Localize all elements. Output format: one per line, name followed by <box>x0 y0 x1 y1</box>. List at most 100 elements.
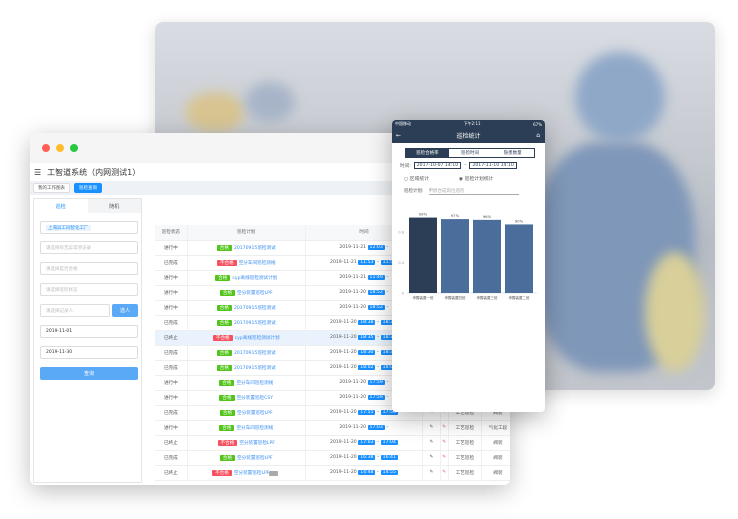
plan-link[interactable]: 20170915巡检测试 <box>233 305 276 311</box>
date: 2019-11-20 <box>339 380 367 385</box>
start-time: 17:59 <box>367 395 385 400</box>
date-to-field[interactable]: 2017-11-10 14:10 <box>469 162 517 169</box>
seg-hazards[interactable]: 隐患数量 <box>503 151 522 156</box>
table-row[interactable]: 已终止 不合格 空分装置巡检LPF 2019-11-20 14:48 – 14:5… <box>155 465 510 481</box>
start-time: 17:03 <box>358 440 376 445</box>
table-row[interactable]: 进行中 合格 空分车间巡检测线 2019-11-20 17:03 – ✎ ✎ 工艺… <box>155 420 510 436</box>
end-time: 18:31 <box>380 350 398 355</box>
start-time: 11:53 <box>358 260 376 265</box>
maximize-dot[interactable] <box>70 144 78 152</box>
seg-pass-rate[interactable]: 巡检合格率 <box>406 149 449 157</box>
x-tick-label: 甲醇装置一班 <box>413 295 434 300</box>
plan-link[interactable]: 空分车间巡检测线 <box>236 425 274 431</box>
status-cell: 已完成 <box>155 360 188 376</box>
date: 2019-11-21 <box>330 260 357 265</box>
result-badge: 合格 <box>216 319 232 326</box>
abnormal-select[interactable]: 请选择有无异常项记录 <box>40 241 138 254</box>
area-cell: 阀装 <box>481 465 510 481</box>
plan-link[interactable]: 空分装置巡检LPF <box>237 290 273 296</box>
plan-input[interactable]: 甲醇合成岗位巡检 <box>428 188 519 195</box>
seg-time[interactable]: 巡检时间 <box>461 151 479 156</box>
date: 2019-11-20 <box>339 305 367 310</box>
battery: 67% <box>533 121 542 127</box>
phone-title: 巡检统计 <box>456 133 481 140</box>
plan-link[interactable]: 20170915巡检测试 <box>233 320 276 326</box>
data-label: 96% <box>483 214 492 219</box>
clock: 下午2:11 <box>463 121 481 126</box>
recorder-input[interactable]: 请选择记录人 <box>40 304 110 317</box>
plan-link[interactable]: cyp离线巡检测试计划 <box>232 275 278 281</box>
date-to[interactable]: 2019-11-30 <box>40 346 138 359</box>
status-cell: 已终止 <box>155 465 188 481</box>
start-time: 17:59 <box>367 380 385 385</box>
plan-link[interactable]: 空分装置巡检LPF <box>239 440 275 446</box>
back-arrow-icon[interactable]: ← <box>396 132 402 139</box>
start-time: 18:52 <box>367 305 385 310</box>
y-tick-label: 0.8 <box>398 231 404 235</box>
plan-link[interactable]: cyp离线巡检测试计划 <box>234 335 280 341</box>
plan-link[interactable]: 空分装置巡检CSY <box>236 395 274 401</box>
end-time: 16:41 <box>380 455 398 460</box>
plan-link[interactable]: 空分车间巡检测线 <box>238 260 276 266</box>
tab-work-chart[interactable]: 我的工作图表 <box>33 183 70 193</box>
status-cell: 已完成 <box>155 255 188 271</box>
radio-area[interactable]: ○ 区域统计 <box>404 177 429 182</box>
date-from[interactable]: 2019-11-01 <box>40 325 138 338</box>
area-cell: 阀装 <box>481 435 510 451</box>
select-person-button[interactable]: 选人 <box>112 304 138 317</box>
x-tick-label: 甲醇装置四班 <box>445 295 466 300</box>
plan-link[interactable]: 空分装置巡检LPF <box>233 470 270 476</box>
date: 2019-11-20 <box>330 320 357 325</box>
tab-random[interactable]: 随机 <box>87 199 141 213</box>
fill-icon[interactable]: ✎ <box>422 435 441 451</box>
date: 2019-11-20 <box>330 350 357 355</box>
end-time: 17:56 <box>380 410 398 415</box>
plan-link[interactable]: 20170915巡检测试 <box>233 365 276 371</box>
tab-inspection-query[interactable]: 巡检查询 <box>74 183 102 193</box>
close-dot[interactable] <box>42 144 50 152</box>
result-badge: 合格 <box>215 274 231 281</box>
date: 2019-11-20 <box>330 470 357 475</box>
result-badge: 合格 <box>219 394 235 401</box>
date-from-field[interactable]: 2017-10-07 14:10 <box>413 162 462 169</box>
carrier: 中国移动 <box>395 121 411 126</box>
fill-icon[interactable]: ✎ <box>422 420 441 436</box>
qualified-select[interactable]: 请选择是否合格 <box>40 262 138 275</box>
result-badge: 合格 <box>219 409 236 416</box>
end-time: 11:58 <box>380 260 398 265</box>
fill-icon[interactable]: ✎ <box>422 450 441 466</box>
table-row[interactable]: 已完成 合格 空分装置巡检LPF 2019-11-20 16:38 – 16:41… <box>155 450 510 466</box>
edit-icon[interactable]: ✎ <box>440 450 449 466</box>
plan-link[interactable]: 20170915巡检测试 <box>233 350 276 356</box>
phone-screen: 中国移动 下午2:11 67% ← 巡检统计 ⌂ 巡检合格率 巡检时间 隐患数量 时间:… <box>392 120 545 412</box>
edit-icon[interactable]: ✎ <box>440 465 449 481</box>
filter-panel: 巡检 随机 上海异工同智化工厂 请选择有无异常项记录 请选择是否合格 请选择巡检状… <box>33 198 142 483</box>
table-row[interactable]: 已终止 不合格 空分装置巡检LPF 2019-11-20 17:03 – 17:0… <box>155 435 510 451</box>
end-time: 17:04 <box>380 440 398 445</box>
menu-icon[interactable]: ☰ <box>34 167 42 177</box>
radio-plan[interactable]: ◉ 巡检计划统计 <box>458 177 494 182</box>
plan-link[interactable]: 20170915巡检测试 <box>233 245 276 251</box>
edit-icon[interactable]: ✎ <box>440 420 449 436</box>
tab-inspection[interactable]: 巡检 <box>34 199 88 213</box>
plan-link[interactable]: 空分车间巡检测线 <box>236 380 274 386</box>
result-badge: 合格 <box>216 364 232 371</box>
date: 2019-11-20 <box>330 410 357 415</box>
plan-link[interactable]: 空分装置巡检LPF <box>237 410 273 416</box>
plan-link[interactable]: 空分装置巡检LPF <box>237 455 273 461</box>
home-icon[interactable]: ⌂ <box>536 132 540 139</box>
edit-icon[interactable]: ✎ <box>440 435 449 451</box>
factory-select[interactable]: 上海异工同智化工厂 <box>40 221 138 234</box>
status-select[interactable]: 请选择巡检状态 <box>40 283 138 296</box>
minimize-dot[interactable] <box>56 144 64 152</box>
table-row[interactable]: 已完成 不合格 空分车间巡检测线 2019-11-21 11:53 – 11:58… <box>155 255 510 271</box>
pass-rate-chart: 0 0.4 0.8 99% 甲醇装置一班 97% 甲醇装置四班 96% 甲醇装置三班 90% 甲醇装… <box>398 212 537 300</box>
status-cell: 进行中 <box>155 375 188 391</box>
fill-icon[interactable]: ✎ <box>422 465 441 481</box>
status-cell: 已完成 <box>155 450 188 466</box>
edit-icon[interactable]: ✎ <box>440 405 449 421</box>
result-badge: 合格 <box>219 424 235 431</box>
result-badge: 不合格 <box>212 334 233 341</box>
query-button[interactable]: 查询 <box>40 367 138 380</box>
data-label: 97% <box>451 213 460 218</box>
